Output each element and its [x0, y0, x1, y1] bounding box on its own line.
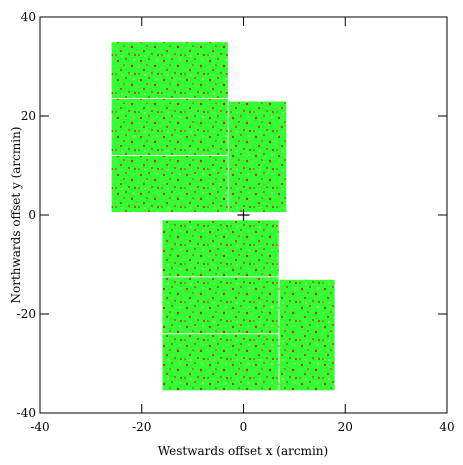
- center-marker: [237, 209, 250, 221]
- y-tick-label: 0: [28, 208, 36, 222]
- x-tick-label: 0: [240, 420, 248, 434]
- field: [227, 100, 288, 213]
- field: [110, 41, 229, 100]
- field: [278, 278, 336, 392]
- x-axis-label: Westwards offset x (arcmin): [158, 444, 328, 458]
- field: [110, 98, 229, 157]
- x-tick-label: 40: [439, 420, 454, 434]
- y-tick-label: -20: [17, 307, 36, 321]
- field: [161, 276, 280, 335]
- field: [110, 155, 229, 213]
- y-tick-label: 40: [21, 10, 36, 24]
- y-axis-label: Northwards offset y (arcmin): [9, 127, 23, 304]
- field: [161, 219, 280, 278]
- x-tick-label: 20: [338, 420, 353, 434]
- x-tick-label: -20: [132, 420, 151, 434]
- y-tick-label: 20: [21, 109, 36, 123]
- y-tick-label: -40: [17, 406, 36, 420]
- field: [161, 333, 280, 392]
- x-tick-label: -40: [30, 420, 49, 434]
